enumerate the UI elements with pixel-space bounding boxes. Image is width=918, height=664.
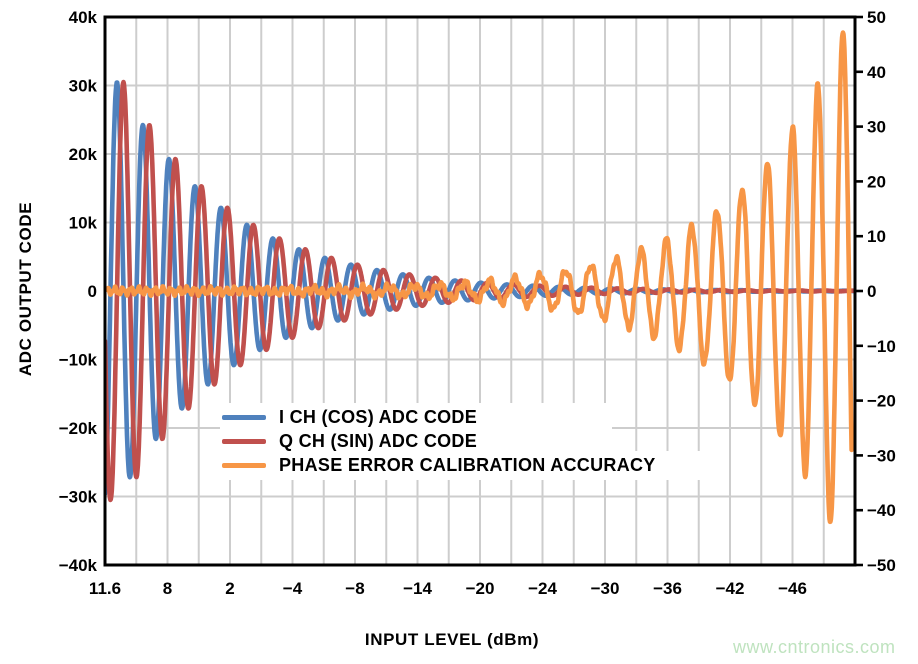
x-axis-tick-label: −42	[716, 579, 745, 598]
series-line-2	[105, 30, 854, 525]
x-axis-tick-label: −4	[283, 579, 303, 598]
right-axis-tick-label: 0	[867, 282, 876, 301]
x-axis-tick-label: 8	[163, 579, 172, 598]
x-axis-tick-label: −20	[466, 579, 495, 598]
x-axis-tick-label: 11.6	[89, 579, 121, 598]
phase-error-line-swatch-icon	[222, 462, 266, 468]
right-axis-tick-label: −10	[867, 337, 896, 356]
right-axis-tick-label: −40	[867, 501, 896, 520]
left-axis-tick-label: −20k	[59, 419, 98, 438]
right-axis-tick-label: −20	[867, 392, 896, 411]
right-axis-tick-label: 30	[867, 118, 886, 137]
q-ch-line-swatch-icon	[222, 438, 266, 444]
left-axis-tick-label: −10k	[59, 351, 98, 370]
legend-backdrop-row3	[612, 451, 708, 480]
left-axis-tick-label: 10k	[69, 214, 98, 233]
legend: I CH (COS) ADC CODE Q CH (SIN) ADC CODE …	[222, 405, 656, 477]
x-axis-title: INPUT LEVEL (dBm)	[364, 630, 540, 649]
right-axis-tick-label: −30	[867, 446, 896, 465]
left-axis-title: ADC OUTPUT CODE	[16, 201, 35, 377]
legend-item-phase-error: PHASE ERROR CALIBRATION ACCURACY	[222, 453, 656, 477]
right-axis-tick-label: 40	[867, 63, 886, 82]
right-axis-tick-label: −50	[867, 556, 896, 575]
legend-item-q-ch: Q CH (SIN) ADC CODE	[222, 429, 656, 453]
legend-label-i-ch: I CH (COS) ADC CODE	[279, 406, 478, 427]
watermark-link[interactable]: www.cntronics.com	[733, 637, 896, 657]
right-axis-tick-label: 10	[867, 227, 886, 246]
left-axis-tick-label: 20k	[69, 145, 98, 164]
left-axis-tick-label: −30k	[59, 488, 98, 507]
left-axis-tick-label: 30k	[69, 77, 98, 96]
x-axis-tick-label: −8	[345, 579, 364, 598]
x-axis-tick-label: −46	[778, 579, 807, 598]
x-axis-tick-label: −14	[403, 579, 432, 598]
right-axis-tick-label: 20	[867, 172, 886, 191]
left-axis-tick-label: −40k	[59, 556, 98, 575]
legend-backdrop	[220, 403, 612, 480]
i-ch-line-swatch-icon	[222, 414, 266, 420]
x-axis-tick-label: −24	[528, 579, 557, 598]
x-axis-tick-label: −30	[591, 579, 620, 598]
x-axis-tick-label: 2	[225, 579, 234, 598]
legend-label-phase-error: PHASE ERROR CALIBRATION ACCURACY	[279, 454, 656, 475]
plot-frame	[103, 15, 857, 567]
x-axis-tick-label: −36	[653, 579, 682, 598]
legend-label-q-ch: Q CH (SIN) ADC CODE	[279, 430, 478, 451]
left-axis-tick-label: 0	[88, 282, 97, 301]
legend-item-i-ch: I CH (COS) ADC CODE	[222, 405, 656, 429]
right-axis-tick-label: 50	[867, 8, 886, 27]
left-axis-tick-label: 40k	[69, 8, 98, 27]
